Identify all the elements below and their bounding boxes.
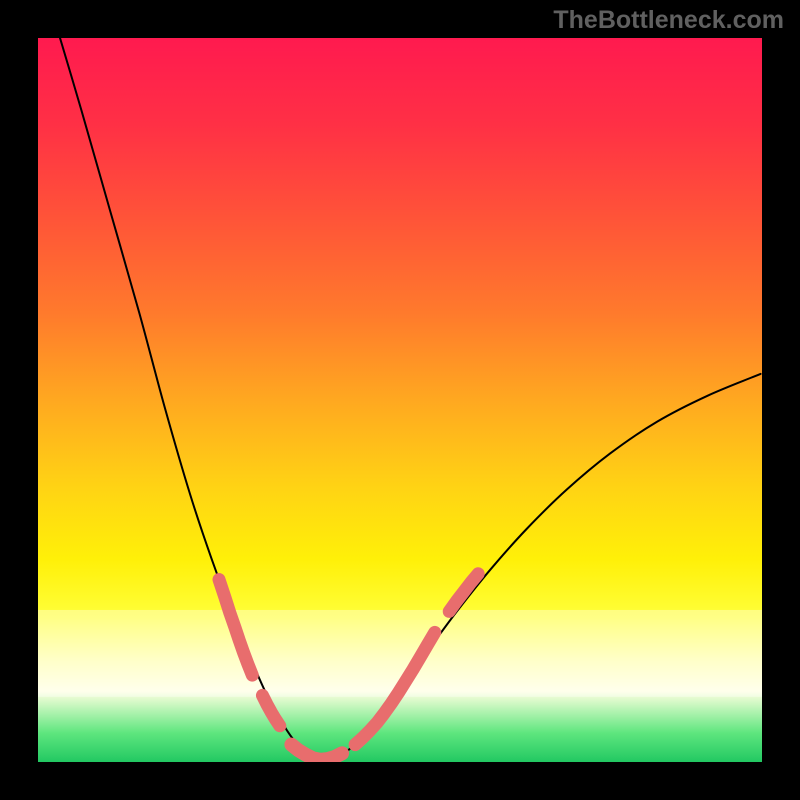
chart-frame: TheBottleneck.com <box>0 0 800 800</box>
plot-area <box>38 38 762 762</box>
watermark-text: TheBottleneck.com <box>553 6 784 35</box>
plot-svg <box>38 38 762 762</box>
